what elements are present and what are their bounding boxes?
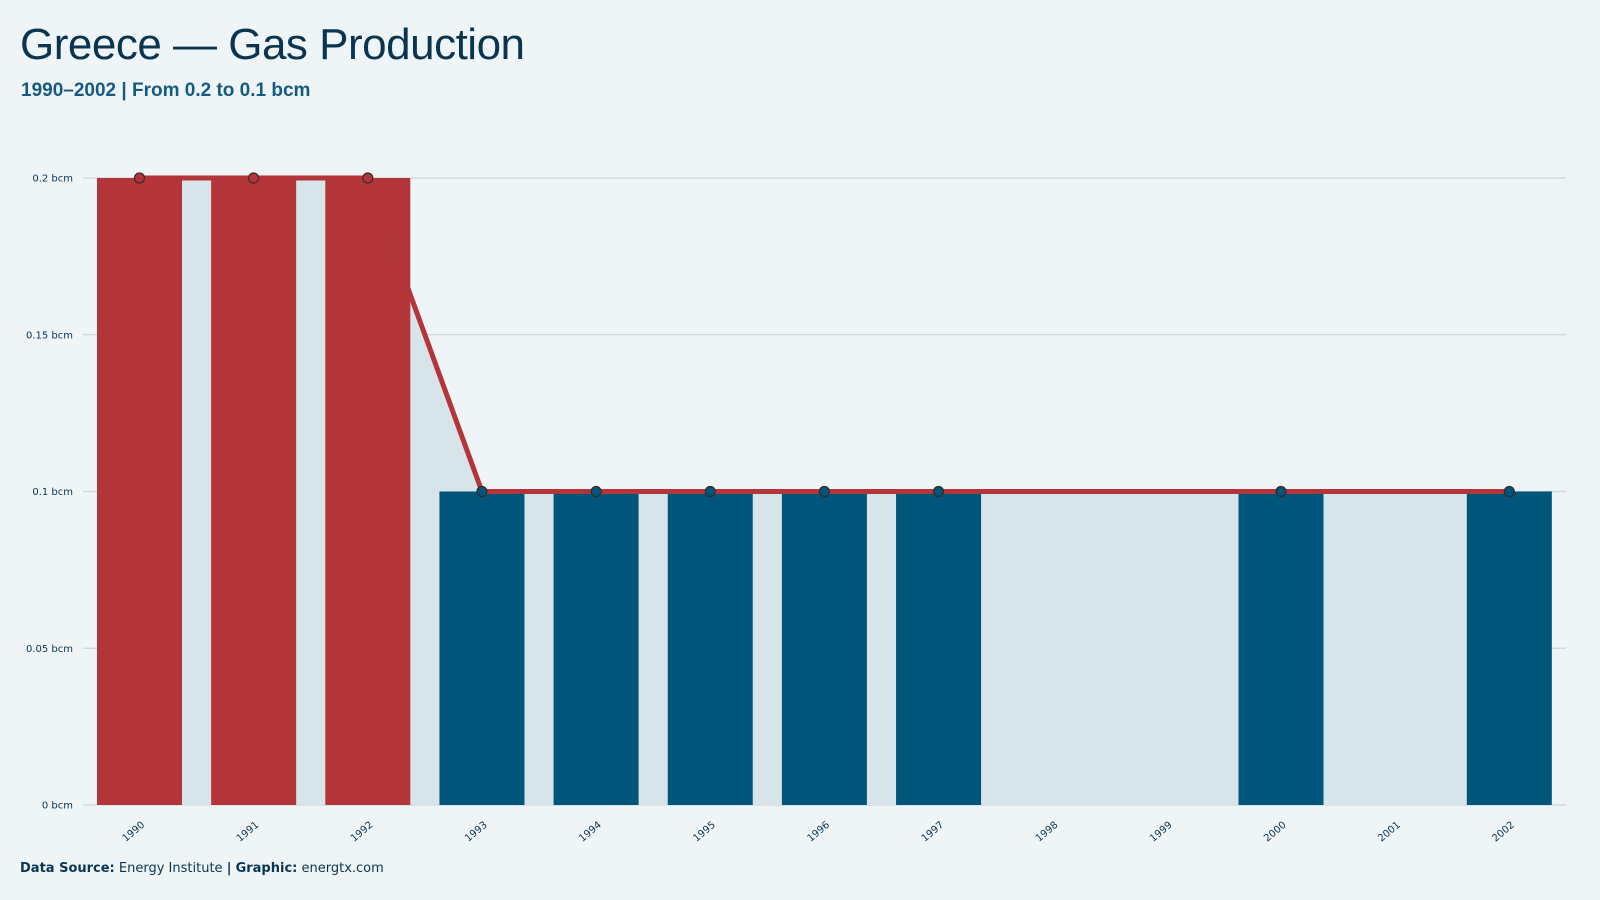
data-point-2002 — [1503, 485, 1515, 498]
data-point-1997 — [932, 485, 945, 498]
source-value: Energy Institute — [118, 861, 223, 876]
x-tick-label: 1996 — [806, 820, 833, 845]
x-tick-label: 1995 — [691, 820, 718, 845]
graphic-value: energtx.com — [301, 861, 384, 876]
bar-1990 — [97, 178, 182, 805]
footer-separator: | — [226, 861, 232, 876]
x-tick-label: 1990 — [121, 820, 148, 845]
data-point-1996 — [818, 485, 831, 498]
x-tick-label: 1992 — [349, 820, 376, 845]
bar-layer — [97, 178, 1552, 805]
y-tick-label: 0.05 bcm — [26, 644, 73, 655]
y-tick-label: 0.2 bcm — [32, 174, 73, 185]
data-point-1993 — [476, 485, 488, 498]
x-tick-label: 1998 — [1034, 820, 1061, 845]
bar-2002 — [1466, 491, 1552, 805]
data-point-1990 — [133, 172, 146, 184]
bar-1997 — [896, 491, 982, 805]
bar-1991 — [211, 178, 297, 805]
x-tick-label: 1991 — [235, 820, 262, 845]
data-point-1994 — [590, 485, 602, 498]
y-tick-label: 0.15 bcm — [26, 330, 73, 341]
data-point-2000 — [1275, 485, 1287, 498]
bar-1993 — [439, 491, 525, 805]
chart-title: Greece — Gas Production — [20, 20, 525, 69]
x-tick-label: 1997 — [920, 820, 947, 845]
bar-1996 — [781, 491, 867, 805]
graphic-label: Graphic: — [235, 861, 298, 876]
bar-1992 — [325, 178, 411, 805]
x-tick-label: 2000 — [1262, 820, 1289, 845]
x-tick-label: 1993 — [463, 820, 490, 845]
data-point-layer — [133, 172, 1515, 498]
bar-2000 — [1238, 491, 1324, 805]
y-tick-label: 0.1 bcm — [32, 487, 73, 498]
bar-1995 — [667, 491, 753, 805]
data-point-1991 — [248, 172, 260, 184]
x-tick-label: 1999 — [1148, 820, 1175, 845]
x-tick-label: 1994 — [577, 820, 604, 845]
chart-subtitle: 1990–2002 | From 0.2 to 0.1 bcm — [21, 80, 311, 101]
x-tick-label: 2001 — [1376, 820, 1403, 845]
data-point-1995 — [704, 485, 716, 498]
x-axis-ticks: 1990 1991 1992 1993 1994 1995 1996 1997 1998 1999… — [121, 820, 1517, 845]
source-label: Data Source: — [20, 861, 115, 876]
x-tick-label: 2002 — [1490, 820, 1517, 845]
y-tick-label: 0 bcm — [42, 801, 73, 812]
y-axis-ticks: 0 bcm 0.05 bcm 0.1 bcm 0.15 bcm 0.2 bcm — [26, 174, 73, 812]
chart-footer: Data Source: Energy Institute | Graphic:… — [20, 861, 384, 876]
data-point-1992 — [362, 172, 374, 184]
bar-1994 — [553, 491, 639, 805]
